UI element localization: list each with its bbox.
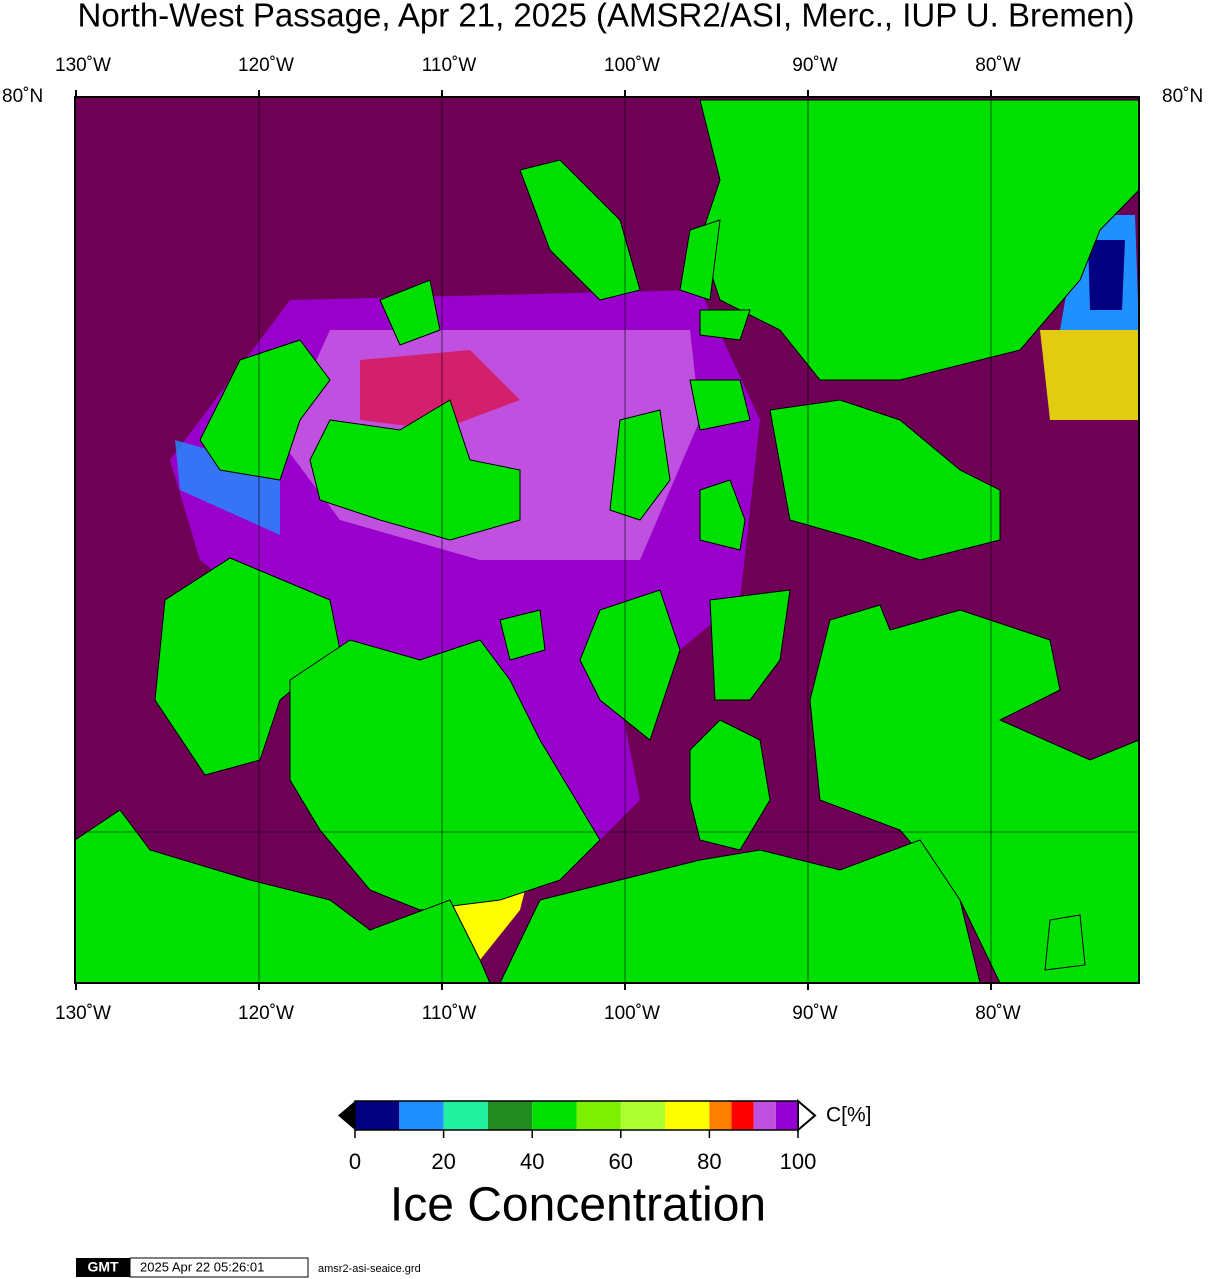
lon-label: 130˚W <box>55 55 111 76</box>
colorbar-extension <box>797 1098 817 1133</box>
timestamp-box <box>129 1257 309 1278</box>
lon-label: 90˚W <box>792 1003 837 1024</box>
land <box>579 589 681 741</box>
filename: amsr2-asi-seaice.grd <box>318 1263 421 1275</box>
lon-label: 130˚W <box>55 1003 111 1024</box>
colorbar-segment <box>532 1101 577 1130</box>
land <box>199 339 331 481</box>
ice-region <box>1040 330 1139 420</box>
lon-label: 110˚W <box>422 55 477 76</box>
land <box>689 719 771 851</box>
colorbar-segment <box>709 1101 732 1130</box>
land <box>689 379 751 431</box>
lat-label: 80˚N <box>2 86 43 107</box>
land <box>769 399 1001 561</box>
land <box>679 219 721 301</box>
lon-label: 100˚W <box>604 1003 660 1024</box>
lon-label: 120˚W <box>238 55 294 76</box>
colorbar-label: Ice Concentration <box>390 1179 766 1232</box>
colorbar-segment <box>665 1101 710 1130</box>
colorbar-frame <box>354 1100 799 1131</box>
colorbar-segment <box>487 1101 533 1130</box>
land <box>519 159 641 301</box>
land <box>499 609 546 661</box>
lat-label: 80˚N <box>1162 86 1203 107</box>
logo: GMT <box>87 1259 119 1275</box>
colorbar-segment <box>753 1101 776 1130</box>
colorbar-extension <box>338 1101 355 1130</box>
land <box>379 279 441 346</box>
lon-label: 90˚W <box>792 55 837 76</box>
colorbar-segment <box>443 1101 488 1130</box>
land <box>1044 914 1086 971</box>
lon-label: 80˚W <box>975 1003 1020 1024</box>
land <box>289 639 601 911</box>
lon-label: 110˚W <box>422 1003 477 1024</box>
title: North-West Passage, Apr 21, 2025 (AMSR2/… <box>77 0 1134 34</box>
map-frame <box>74 96 1140 984</box>
ice-region <box>1088 240 1125 310</box>
land <box>699 479 746 551</box>
colorbar-tick-label: 40 <box>520 1149 544 1174</box>
colorbar-segment <box>620 1101 666 1130</box>
colorbar-segment <box>576 1101 621 1130</box>
colorbar-segment <box>775 1101 798 1130</box>
colorbar-tick-label: 80 <box>697 1149 721 1174</box>
colorbar-unit: C[%] <box>826 1104 872 1127</box>
colorbar-tick-label: 20 <box>431 1149 455 1174</box>
lon-label: 120˚W <box>238 1003 294 1024</box>
land <box>709 589 791 701</box>
land <box>699 309 751 341</box>
colorbar-segment <box>355 1101 400 1130</box>
colorbar-segment <box>399 1101 444 1130</box>
lon-label: 80˚W <box>975 55 1020 76</box>
logo-box <box>76 1258 130 1277</box>
timestamp: 2025 Apr 22 05:26:01 <box>140 1259 264 1274</box>
land <box>154 557 341 776</box>
land <box>499 839 981 984</box>
colorbar <box>338 1098 817 1133</box>
map-area <box>74 96 1140 984</box>
colorbar-tick-label: 60 <box>609 1149 633 1174</box>
ice-region <box>360 350 520 430</box>
colorbar-tick-label: 0 <box>349 1149 361 1174</box>
colorbar-tick-label: 100 <box>780 1149 817 1174</box>
lon-label: 100˚W <box>604 55 660 76</box>
land <box>309 399 521 541</box>
colorbar-segment <box>731 1101 754 1130</box>
